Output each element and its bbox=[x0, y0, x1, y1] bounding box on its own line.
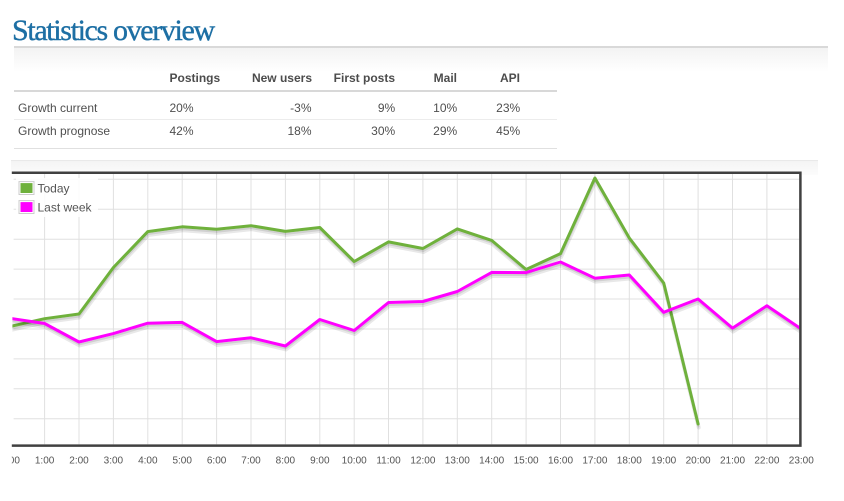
svg-text:5:00: 5:00 bbox=[172, 456, 192, 467]
svg-text:22:00: 22:00 bbox=[754, 456, 779, 467]
svg-text:21:00: 21:00 bbox=[720, 456, 745, 467]
svg-text:Today: Today bbox=[38, 181, 70, 195]
svg-text:13:00: 13:00 bbox=[445, 456, 470, 467]
svg-text:1:00: 1:00 bbox=[35, 456, 55, 467]
svg-text:4:00: 4:00 bbox=[138, 456, 158, 467]
svg-text:7:00: 7:00 bbox=[241, 456, 261, 467]
svg-text:16:00: 16:00 bbox=[548, 456, 573, 467]
svg-text:2:00: 2:00 bbox=[69, 456, 89, 467]
svg-text:18:00: 18:00 bbox=[617, 456, 642, 467]
svg-text:Last week: Last week bbox=[38, 200, 93, 214]
svg-text:15:00: 15:00 bbox=[514, 456, 539, 467]
svg-text:20:00: 20:00 bbox=[686, 456, 711, 467]
svg-text:8:00: 8:00 bbox=[276, 456, 296, 467]
svg-text:12:00: 12:00 bbox=[410, 456, 435, 467]
svg-text:3:00: 3:00 bbox=[104, 456, 124, 467]
svg-text:11:00: 11:00 bbox=[376, 456, 401, 467]
svg-text:6:00: 6:00 bbox=[207, 456, 227, 467]
svg-text:10:00: 10:00 bbox=[342, 456, 367, 467]
svg-text:0:00: 0:00 bbox=[0, 456, 20, 467]
svg-text:19:00: 19:00 bbox=[651, 456, 676, 467]
svg-text:14:00: 14:00 bbox=[479, 456, 504, 467]
svg-text:9:00: 9:00 bbox=[310, 456, 330, 467]
svg-text:23:00: 23:00 bbox=[789, 456, 814, 467]
svg-text:17:00: 17:00 bbox=[582, 456, 607, 467]
